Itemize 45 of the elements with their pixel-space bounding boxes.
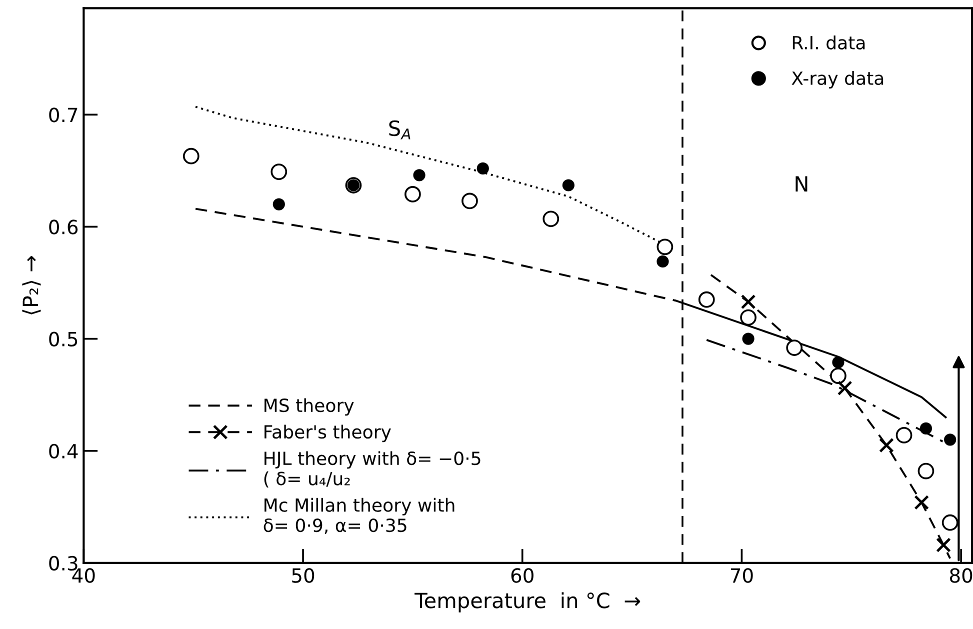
point <box>914 494 930 510</box>
point <box>942 514 958 531</box>
point <box>879 438 894 453</box>
point <box>542 210 560 228</box>
legend-label: Faber's theory <box>264 424 391 442</box>
x-axis-title: Temperature in °C → <box>414 592 640 612</box>
point <box>920 422 932 435</box>
y-tick-label: 0.5 <box>49 332 78 346</box>
point <box>936 538 951 552</box>
point <box>830 368 846 384</box>
point <box>270 164 288 180</box>
point <box>944 434 956 446</box>
legend-label: HJL theory with δ= −0·5 ( δ= u₄/u₂ <box>264 451 480 488</box>
legend-label: MS theory <box>264 398 354 416</box>
point <box>413 169 426 182</box>
x-tick-label: 50 <box>292 568 314 583</box>
point <box>786 340 803 356</box>
x-tick-label: 60 <box>511 568 534 583</box>
annotation: N <box>796 176 808 192</box>
point <box>182 148 200 164</box>
legend-label: Mc Millan theory with δ= 0·9, α= 0·35 <box>264 498 454 534</box>
y-tick-label: 0.7 <box>49 108 78 122</box>
point <box>562 179 574 192</box>
point <box>476 162 489 174</box>
point <box>740 294 756 310</box>
point <box>462 192 478 210</box>
point <box>656 238 674 256</box>
point <box>272 198 285 210</box>
legend-label: R.I. data <box>792 36 865 50</box>
y-tick-label: 0.4 <box>49 444 78 459</box>
point <box>832 356 844 368</box>
point <box>896 427 912 444</box>
point <box>918 462 934 480</box>
legend-label: X-ray data <box>792 71 884 89</box>
point <box>837 380 852 396</box>
point <box>742 332 754 345</box>
point <box>656 255 669 268</box>
point <box>698 291 715 308</box>
point <box>740 309 756 326</box>
annotation: S$_{A}$ <box>389 120 410 140</box>
x-tick-label: 80 <box>950 568 972 583</box>
y-axis-title: ⟨P₂⟩ → <box>22 256 41 314</box>
y-tick-label: 0.6 <box>49 220 78 234</box>
x-tick-label: 70 <box>730 568 753 583</box>
point <box>404 186 421 202</box>
